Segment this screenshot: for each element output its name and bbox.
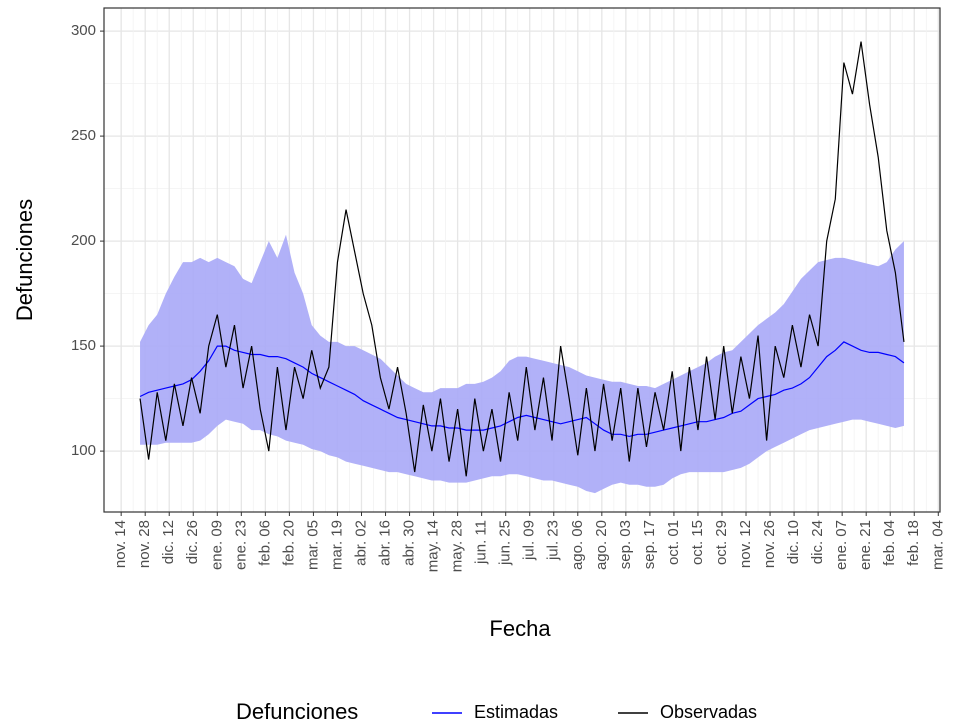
x-tick-label: ene. 21 [857, 520, 874, 570]
x-tick-label: feb. 06 [256, 520, 273, 566]
x-tick-label: ene. 23 [232, 520, 249, 570]
x-tick-label: nov. 14 [112, 520, 129, 568]
x-tick-label: mar. 05 [304, 520, 321, 570]
x-tick-label: jul. 09 [521, 520, 538, 561]
y-tick-label: 150 [71, 337, 96, 354]
x-tick-label: nov. 28 [136, 520, 153, 568]
axes: 100 150 200 250 300 nov. 14 nov. 28 dic. 12 dic.… [71, 22, 946, 572]
x-tick-label: feb. 04 [881, 520, 898, 566]
marks [139, 41, 905, 494]
x-tick-label: oct. 01 [665, 520, 682, 565]
x-tick-label: feb. 18 [905, 520, 922, 566]
x-tick-label: ago. 06 [569, 520, 586, 570]
legend-label: Estimadas [474, 702, 558, 722]
x-tick-label: may. 28 [449, 520, 466, 572]
y-tick-label: 200 [71, 232, 96, 249]
x-tick-label: nov. 12 [737, 520, 754, 568]
x-axis-title: Fecha [489, 616, 551, 641]
y-tick-label: 100 [71, 442, 96, 459]
series-line [139, 41, 905, 477]
x-tick-label: jul. 23 [545, 520, 562, 561]
x-tick-label: ago. 20 [593, 520, 610, 570]
x-tick-label: nov. 26 [761, 520, 778, 568]
x-tick-label: oct. 29 [713, 520, 730, 565]
series-line [139, 341, 905, 438]
legend-label: Observadas [660, 702, 757, 722]
x-tick-label: jun. 25 [497, 520, 514, 566]
x-tick-label: abr. 02 [352, 520, 369, 566]
x-tick-label: mar. 04 [929, 520, 946, 570]
y-tick-label: 300 [71, 22, 96, 39]
x-tick-label: ene. 07 [833, 520, 850, 570]
x-tick-label: mar. 19 [328, 520, 345, 570]
x-tick-label: dic. 24 [809, 520, 826, 564]
x-tick-label: sep. 17 [641, 520, 658, 569]
x-tick-label: oct. 15 [689, 520, 706, 565]
x-tick-label: abr. 30 [401, 520, 418, 566]
y-axis-title: Defunciones [12, 199, 37, 321]
legend: Defunciones Estimadas Observadas [236, 699, 757, 724]
x-tick-label: jun. 11 [473, 520, 490, 565]
legend-title: Defunciones [236, 699, 358, 724]
x-tick-label: dic. 26 [184, 520, 201, 564]
panel-border [103, 7, 941, 513]
x-tick-label: dic. 10 [785, 520, 802, 564]
x-tick-label: sep. 03 [617, 520, 634, 569]
x-tick-label: dic. 12 [160, 520, 177, 564]
interval-band [140, 234, 904, 494]
x-tick-label: may. 14 [425, 520, 442, 572]
x-tick-label: abr. 16 [376, 520, 393, 566]
y-tick-label: 250 [71, 127, 96, 144]
x-tick-label: ene. 09 [208, 520, 225, 570]
x-tick-label: feb. 20 [280, 520, 297, 566]
